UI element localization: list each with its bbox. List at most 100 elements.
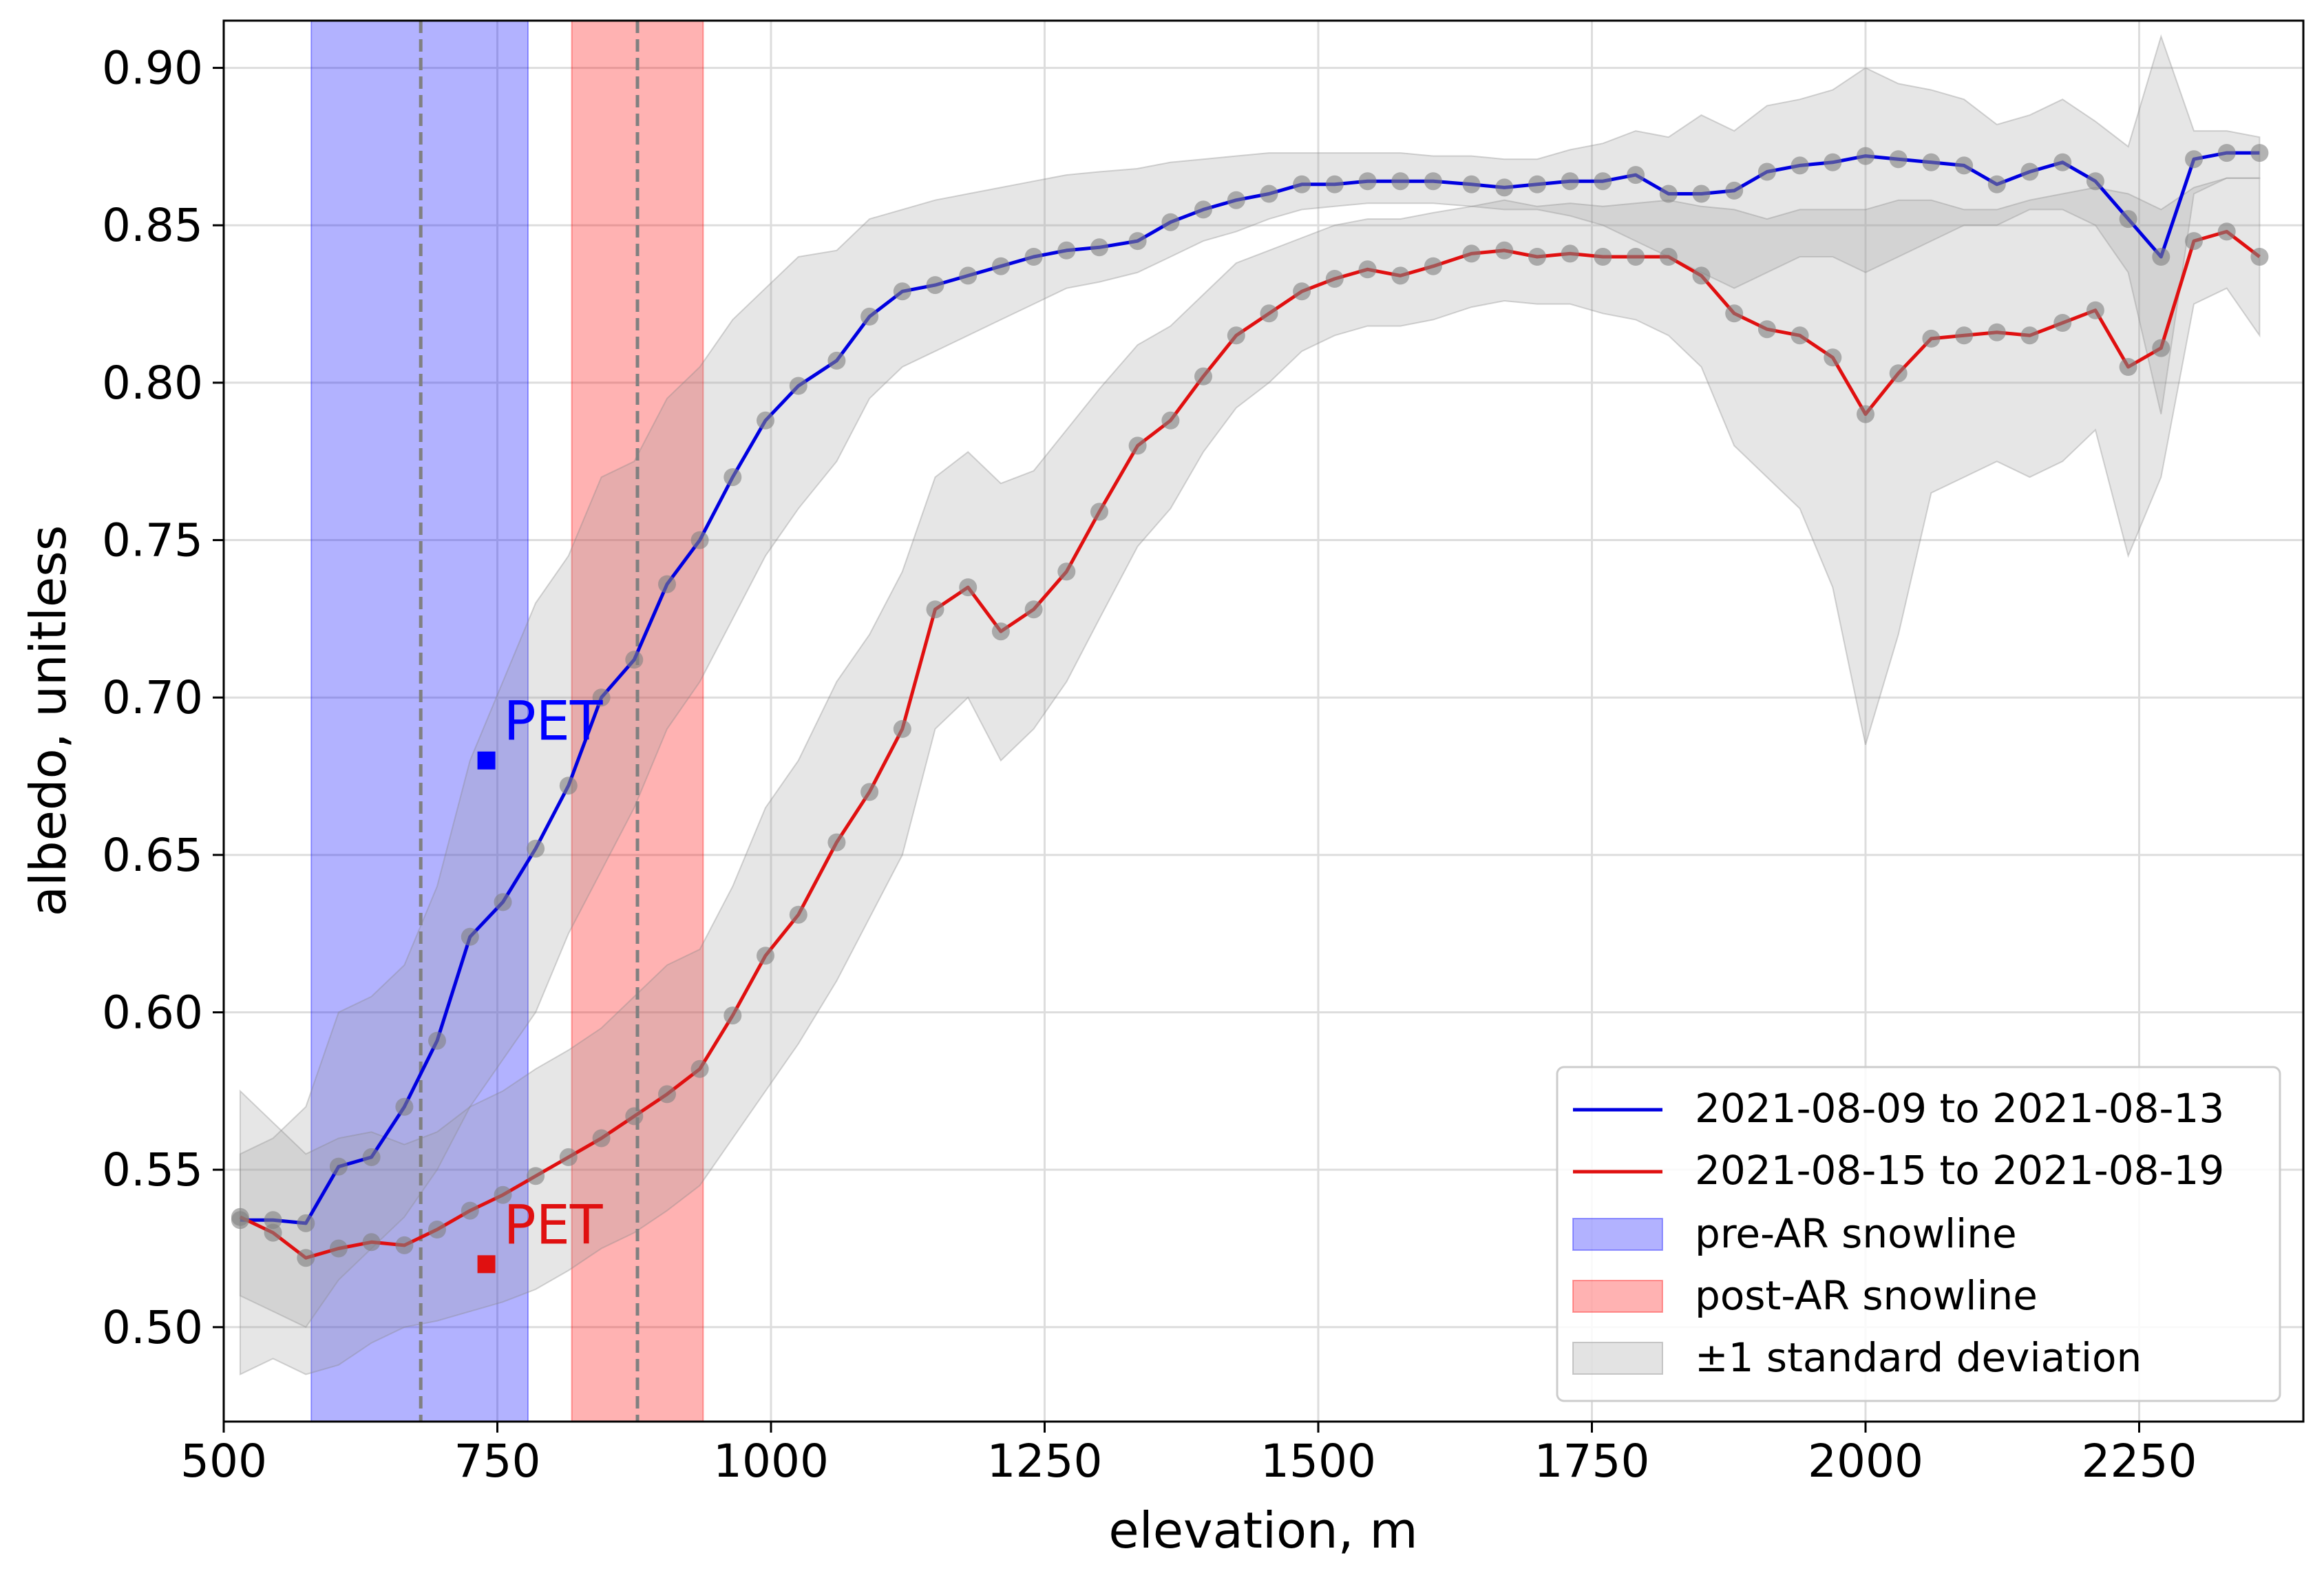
- data-point-s1-10: [559, 1148, 578, 1166]
- legend-label-std: ±1 standard deviation: [1695, 1334, 2142, 1381]
- legend-label-pre-ar: pre-AR snowline: [1695, 1210, 2017, 1257]
- data-point-s0-1: [264, 1211, 282, 1230]
- data-point-s0-19: [860, 307, 879, 326]
- data-point-s1-29: [1194, 367, 1212, 386]
- data-point-s1-9: [527, 1167, 545, 1185]
- data-point-s0-35: [1391, 172, 1410, 191]
- std-deviation-bands: [239, 34, 2261, 1375]
- data-point-s0-20: [893, 282, 911, 301]
- data-point-s0-15: [723, 468, 742, 487]
- data-point-s1-35: [1391, 266, 1410, 285]
- data-point-s0-4: [362, 1148, 381, 1166]
- x-tick-label-6: 2000: [1808, 1435, 1923, 1488]
- y-tick-label-5: 0.75: [102, 514, 203, 567]
- data-point-s0-13: [658, 575, 676, 593]
- data-point-s0-47: [1790, 156, 1809, 175]
- annotation-marker-0: [477, 751, 496, 770]
- data-point-s0-34: [1358, 172, 1377, 191]
- data-point-s1-48: [1824, 348, 1842, 367]
- data-point-s1-7: [461, 1201, 479, 1220]
- data-point-s1-13: [658, 1085, 676, 1104]
- data-point-s1-39: [1528, 248, 1546, 266]
- x-tick-label-5: 1750: [1534, 1435, 1650, 1488]
- legend-swatch-pre-ar: [1572, 1218, 1663, 1251]
- data-point-s1-32: [1293, 282, 1311, 301]
- data-point-s1-42: [1627, 248, 1645, 266]
- legend-swatch-post-ar: [1572, 1280, 1663, 1313]
- data-point-s0-6: [428, 1031, 446, 1050]
- data-point-s0-16: [757, 411, 774, 430]
- data-point-s0-32: [1293, 175, 1311, 193]
- data-point-s1-61: [2250, 248, 2269, 266]
- data-point-s0-50: [1889, 150, 1908, 169]
- data-point-s1-16: [757, 947, 774, 965]
- data-point-s0-9: [527, 839, 545, 858]
- x-tick-label-2: 1000: [713, 1435, 829, 1488]
- y-tick-label-7: 0.85: [102, 199, 203, 252]
- data-point-s0-61: [2250, 144, 2269, 162]
- data-point-s0-49: [1857, 147, 1874, 165]
- data-point-s0-59: [2185, 150, 2203, 169]
- data-point-s1-8: [494, 1185, 512, 1204]
- data-point-s1-30: [1227, 326, 1245, 345]
- data-point-s1-51: [1922, 329, 1941, 348]
- data-point-s0-24: [1024, 248, 1043, 266]
- data-point-s1-56: [2086, 301, 2104, 319]
- data-point-s0-7: [461, 927, 479, 946]
- data-point-s1-20: [893, 719, 911, 738]
- data-point-s0-39: [1528, 175, 1546, 193]
- data-point-s1-60: [2217, 222, 2236, 241]
- data-point-s1-44: [1692, 266, 1711, 285]
- data-point-s0-17: [789, 377, 807, 395]
- data-point-s1-27: [1128, 436, 1147, 455]
- data-point-s1-58: [2152, 339, 2170, 357]
- data-point-s0-37: [1462, 175, 1481, 193]
- x-tick-label-3: 1250: [987, 1435, 1103, 1488]
- data-point-s0-51: [1922, 153, 1941, 171]
- legend-label-post-dates: 2021-08-15 to 2021-08-19: [1695, 1147, 2224, 1194]
- legend-label-pre-dates: 2021-08-09 to 2021-08-13: [1695, 1085, 2224, 1132]
- data-point-s0-53: [1987, 175, 2006, 193]
- y-tick-label-2: 0.60: [102, 987, 203, 1040]
- y-tick-label-4: 0.70: [102, 671, 203, 724]
- x-tick-label-0: 500: [180, 1435, 267, 1488]
- y-axis-ticks: 0.50 0.55 0.60 0.65 0.70 0.75 0.80 0.85 0.90: [102, 42, 224, 1354]
- data-point-s1-14: [690, 1059, 709, 1078]
- data-point-s1-17: [789, 905, 807, 924]
- data-point-s0-5: [395, 1097, 414, 1116]
- data-point-s0-28: [1161, 213, 1180, 231]
- data-point-s1-52: [1955, 326, 1974, 345]
- data-point-s1-15: [723, 1006, 742, 1025]
- annotation-label-1: PET: [504, 1194, 603, 1256]
- data-point-s1-45: [1725, 304, 1744, 323]
- x-tick-label-4: 1500: [1260, 1435, 1376, 1488]
- data-point-s0-14: [690, 531, 709, 549]
- plot-frame: [222, 19, 2305, 1423]
- y-tick-label-6: 0.80: [102, 357, 203, 410]
- data-point-s1-11: [592, 1129, 611, 1148]
- y-tick-label-3: 0.65: [102, 829, 203, 882]
- data-point-s0-21: [926, 276, 944, 295]
- series-points: [231, 144, 2269, 1267]
- data-point-s0-22: [959, 266, 978, 285]
- x-axis-label: elevation, m: [1108, 1501, 1417, 1559]
- data-point-s0-46: [1757, 162, 1776, 181]
- data-point-s1-41: [1594, 248, 1612, 266]
- data-point-s0-23: [991, 257, 1010, 275]
- data-point-s1-0: [231, 1207, 249, 1226]
- data-point-s0-2: [297, 1214, 315, 1232]
- data-point-s0-38: [1495, 178, 1514, 197]
- data-point-s0-45: [1725, 181, 1744, 200]
- annotations: PET PET: [477, 691, 603, 1274]
- legend: 2021-08-09 to 2021-08-13 2021-08-15 to 2…: [1556, 1066, 2281, 1402]
- data-point-s0-8: [494, 893, 512, 911]
- data-point-s1-54: [2020, 326, 2039, 345]
- y-tick-label-1: 0.55: [102, 1143, 203, 1196]
- data-point-s1-53: [1987, 323, 2006, 341]
- data-point-s1-22: [959, 578, 978, 597]
- std-band-series-0: [239, 34, 2261, 1329]
- data-point-s1-36: [1424, 257, 1442, 275]
- data-point-s0-36: [1424, 172, 1442, 191]
- data-point-s1-31: [1260, 304, 1278, 323]
- data-point-s1-47: [1790, 326, 1809, 345]
